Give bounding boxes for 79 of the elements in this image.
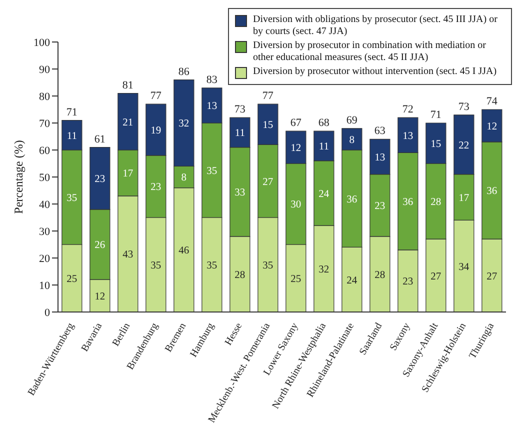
data-label: 13 — [206, 101, 218, 112]
data-label: 35 — [150, 260, 162, 272]
y-tick-label: 50 — [39, 172, 50, 184]
y-tick-label: 60 — [39, 144, 50, 157]
data-label: 25 — [290, 274, 302, 285]
data-label: 32 — [178, 118, 190, 130]
total-label: 68 — [318, 117, 330, 130]
total-label: 73 — [458, 100, 470, 113]
legend-label: Diversion with obligations by prosecutor (sect. 45 III JJA) or by courts (sect. 47 JJA) — [253, 14, 498, 38]
legend-label: Diversion by prosecutor without intervention (sect. 45 I JJA) — [253, 66, 497, 78]
data-label: 12 — [486, 121, 498, 132]
total-label: 71 — [430, 109, 442, 121]
total-label: 81 — [122, 79, 134, 92]
data-label: 46 — [178, 246, 190, 257]
y-tick-label: 10 — [39, 280, 50, 292]
data-label: 23 — [150, 182, 162, 194]
data-label: 15 — [262, 120, 274, 132]
data-label: 35 — [206, 260, 218, 272]
data-label: 19 — [150, 125, 162, 136]
data-label: 34 — [458, 262, 470, 273]
y-axis-title: Percentage (%) — [11, 140, 26, 214]
data-label: 22 — [458, 140, 470, 152]
y-tick-label: 90 — [39, 64, 50, 76]
data-label: 24 — [346, 275, 358, 286]
data-label: 15 — [430, 138, 442, 150]
y-tick-label: 100 — [34, 36, 50, 49]
data-label: 21 — [122, 117, 134, 128]
data-label: 35 — [206, 166, 218, 177]
data-label: 36 — [402, 197, 414, 208]
total-label: 71 — [66, 106, 78, 118]
total-label: 77 — [150, 90, 162, 102]
data-label: 17 — [458, 192, 470, 204]
data-label: 28 — [430, 197, 442, 208]
total-label: 67 — [290, 117, 302, 130]
data-label: 25 — [66, 274, 78, 285]
total-label: 61 — [94, 133, 106, 146]
data-label: 23 — [374, 201, 386, 212]
data-label: 12 — [94, 292, 106, 303]
y-tick-label: 20 — [39, 252, 50, 265]
data-label: 23 — [402, 276, 414, 288]
data-label: 33 — [234, 188, 246, 199]
data-label: 17 — [122, 168, 134, 180]
data-label: 13 — [374, 152, 386, 164]
y-tick-label: 80 — [39, 90, 50, 103]
total-label: 63 — [374, 125, 386, 138]
total-label: 72 — [402, 104, 414, 116]
y-tick-label: 40 — [39, 198, 50, 211]
data-label: 11 — [66, 130, 77, 142]
data-label: 24 — [318, 188, 330, 200]
data-label: 43 — [122, 250, 134, 261]
y-tick-label: 70 — [39, 118, 50, 130]
data-label: 32 — [318, 264, 330, 276]
legend-label: Diversion by prosecutor in combination with mediation or other educational measures (sect. 45 II JJA) — [253, 40, 488, 64]
total-label: 74 — [486, 96, 498, 108]
data-label: 8 — [181, 172, 187, 184]
data-label: 35 — [262, 260, 274, 272]
total-label: 73 — [234, 104, 246, 116]
data-label: 26 — [94, 240, 106, 252]
data-label: 28 — [234, 270, 246, 281]
data-label: 30 — [290, 200, 302, 211]
total-label: 83 — [206, 74, 218, 86]
data-label: 12 — [290, 143, 302, 154]
total-label: 77 — [262, 90, 274, 102]
data-label: 27 — [262, 176, 274, 188]
data-label: 11 — [234, 128, 245, 140]
total-label: 86 — [178, 66, 190, 78]
y-tick-label: 30 — [39, 226, 50, 238]
total-label: 69 — [346, 114, 358, 126]
data-label: 36 — [346, 194, 358, 206]
y-tick-label: 0 — [44, 306, 50, 319]
data-label: 8 — [349, 134, 355, 146]
data-label: 11 — [318, 142, 329, 153]
data-label: 27 — [430, 271, 442, 282]
data-label: 13 — [402, 130, 414, 142]
data-label: 27 — [486, 271, 498, 282]
data-label: 35 — [66, 192, 78, 204]
data-label: 23 — [94, 174, 106, 186]
data-label: 36 — [486, 186, 498, 198]
data-label: 28 — [374, 270, 386, 281]
